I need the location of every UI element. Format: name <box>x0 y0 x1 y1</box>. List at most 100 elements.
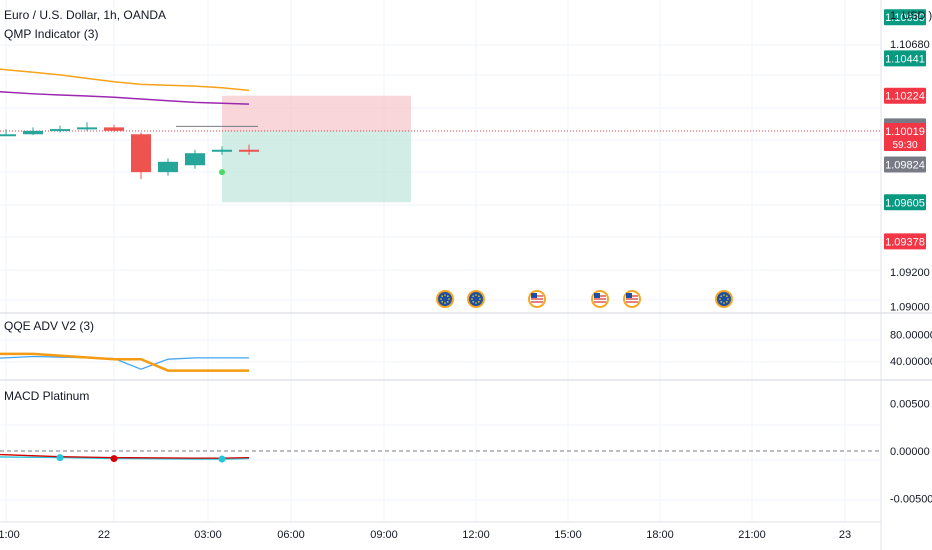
price-scale[interactable]: 1.09200 1.09000 <box>890 267 930 313</box>
candle-body <box>104 127 124 131</box>
candle-body <box>239 149 259 152</box>
eu-star <box>723 302 725 304</box>
macd-cross-dot <box>110 455 118 463</box>
price-tick-top: 1.10680 <box>890 39 930 51</box>
macd-tick-label: 0.00000 <box>890 446 930 458</box>
eu-star <box>444 294 446 296</box>
price-badge-label: 1.10680 <box>885 12 925 24</box>
time-label: 21:00 <box>738 529 766 541</box>
macd-cross-dot <box>56 454 64 462</box>
us-canton <box>594 293 600 298</box>
price-badge-label: 1.10441 <box>885 53 925 65</box>
eu-star <box>478 301 480 303</box>
symbol-title[interactable]: Euro / U.S. Dollar, 1h, OANDA <box>4 8 166 22</box>
time-label: 06:00 <box>277 529 305 541</box>
eu-star <box>472 301 474 303</box>
candle-body <box>0 134 16 137</box>
eu-star <box>478 295 480 297</box>
eu-flag-icon[interactable] <box>715 290 733 308</box>
price-tick-label: 1.09000 <box>890 301 930 313</box>
us-flag-icon[interactable] <box>528 290 546 308</box>
eu-star <box>719 298 721 300</box>
candle-body <box>212 149 232 152</box>
eu-star <box>441 295 443 297</box>
indicator-legend-qmp[interactable]: QMP Indicator (3) <box>4 27 98 41</box>
currency-label[interactable]: 1. USD ) <box>890 10 932 22</box>
eu-flag-fill <box>717 292 731 306</box>
candle-body <box>23 130 43 135</box>
price-badge <box>884 87 926 104</box>
qqe-tick-label: 40.00000 <box>890 356 932 368</box>
qqe-line <box>0 355 249 370</box>
macd-pane <box>0 453 250 463</box>
grid-lines <box>0 0 881 522</box>
qqe-pane <box>0 352 249 372</box>
price-badge <box>884 9 926 26</box>
eu-star <box>475 294 477 296</box>
moving-averages <box>0 68 250 105</box>
time-label: 23 <box>839 529 851 541</box>
indicator-legend-macd[interactable]: MACD Platinum <box>4 389 89 403</box>
macd-tick-label: -0.00500 <box>890 493 932 505</box>
eu-star <box>441 301 443 303</box>
candlesticks <box>0 122 259 180</box>
indicator-legend-qqe[interactable]: QQE ADV V2 (3) <box>4 319 94 333</box>
candle-body <box>158 161 178 173</box>
eu-star <box>727 298 729 300</box>
price-badge-label: 1.09378 <box>885 236 925 248</box>
eu-flag-fill <box>438 292 452 306</box>
time-axis[interactable]: 21:00 22 03:00 06:00 09:00 12:00 15:00 18:00 21:… <box>0 529 851 541</box>
price-badges: 1.106801.104411.102241.100461.1001959:30… <box>884 9 926 250</box>
eu-star <box>723 294 725 296</box>
price-badge <box>884 194 926 211</box>
eu-star <box>471 298 473 300</box>
moving-average-line <box>0 90 250 105</box>
time-label: 15:00 <box>554 529 582 541</box>
eu-star <box>479 298 481 300</box>
buy-signal-dot <box>219 169 225 176</box>
qqe-tick-label: 80.00000 <box>890 329 932 341</box>
economic-events[interactable] <box>436 290 733 308</box>
price-badge-label: 1.09824 <box>885 160 925 172</box>
position-tool[interactable] <box>222 95 411 203</box>
price-badge <box>884 50 926 67</box>
moving-average-line <box>0 68 250 92</box>
qqe-line <box>0 352 249 372</box>
macd-tick-label: 0.00500 <box>890 399 930 411</box>
candle-body <box>77 127 97 130</box>
eu-star <box>440 298 442 300</box>
price-badge-label: 1.09605 <box>885 197 925 209</box>
eu-star <box>726 295 728 297</box>
eu-star <box>726 301 728 303</box>
indicator-scales: 80.00000 40.00000 0.00500 0.00000 -0.00500 <box>890 329 932 505</box>
candle-body <box>185 153 205 166</box>
us-canton <box>626 293 632 298</box>
eu-flag-icon[interactable] <box>467 290 485 308</box>
eu-star <box>472 295 474 297</box>
time-label: 22 <box>98 529 110 541</box>
price-badge <box>884 233 926 250</box>
signals <box>219 169 225 176</box>
us-flag-icon[interactable] <box>591 290 609 308</box>
eu-star <box>447 301 449 303</box>
take-profit-zone[interactable] <box>222 130 411 203</box>
eu-flag-fill <box>469 292 483 306</box>
eu-star <box>448 298 450 300</box>
time-label: 18:00 <box>646 529 674 541</box>
price-badge-label: 1.10019 <box>885 126 925 138</box>
eu-star <box>475 302 477 304</box>
price-badge-label: 1.10224 <box>885 91 925 103</box>
time-label: 12:00 <box>462 529 490 541</box>
stop-loss-zone[interactable] <box>222 95 411 131</box>
us-flag-icon[interactable] <box>623 290 641 308</box>
candle-body <box>50 129 70 132</box>
time-label: 03:00 <box>194 529 222 541</box>
price-tick-label: 1.09200 <box>890 267 930 279</box>
eu-star <box>720 295 722 297</box>
time-label: 21:00 <box>0 529 20 541</box>
eu-star <box>720 301 722 303</box>
eu-star <box>444 302 446 304</box>
eu-flag-icon[interactable] <box>436 290 454 308</box>
